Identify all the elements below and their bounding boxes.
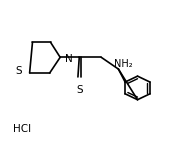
Text: NH₂: NH₂ [114, 59, 132, 69]
Text: HCl: HCl [13, 124, 32, 134]
Text: S: S [15, 66, 22, 76]
Text: S: S [76, 85, 83, 95]
Text: N: N [65, 54, 73, 64]
